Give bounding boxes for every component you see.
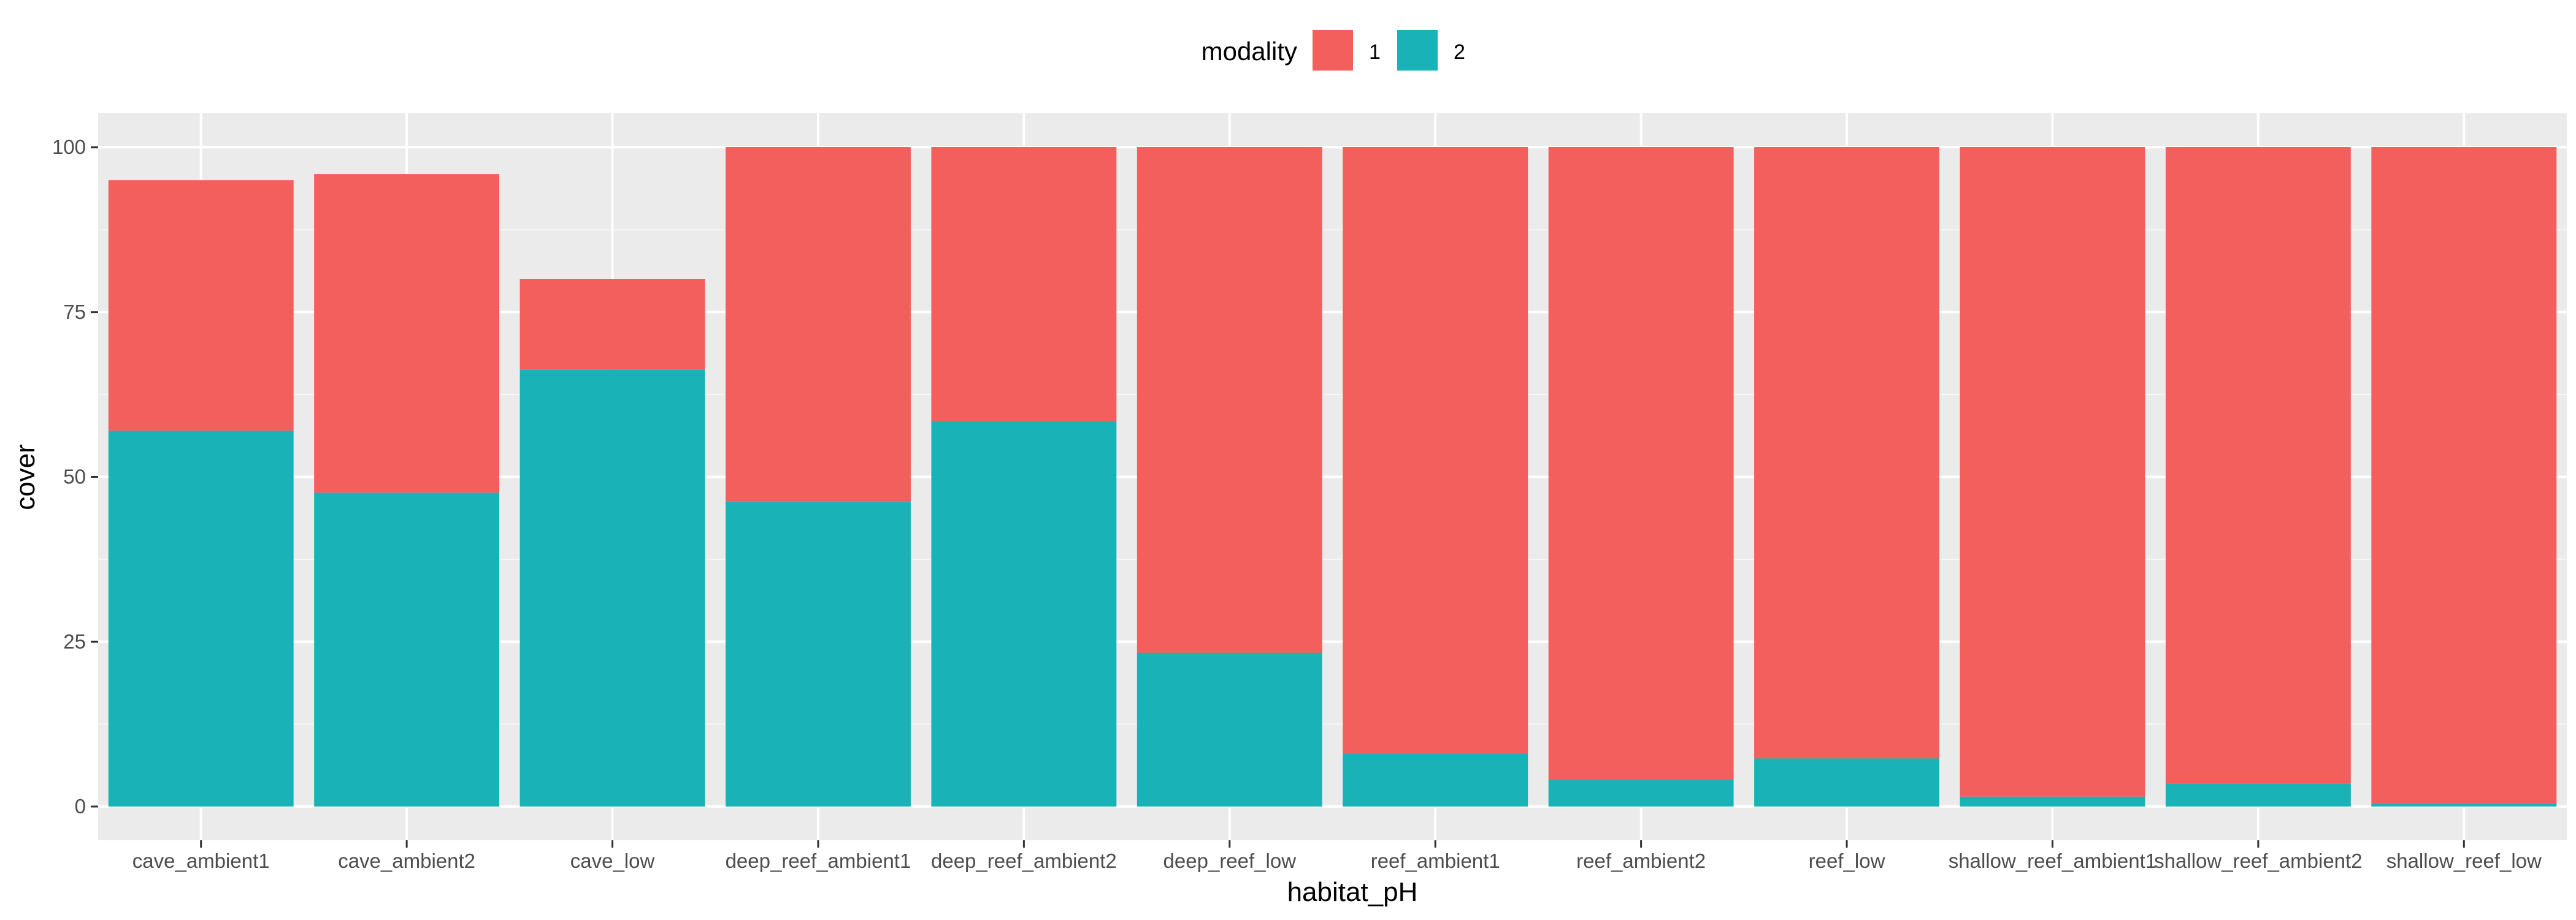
bar-segment-modality-1: [1343, 147, 1528, 754]
bar-segment-modality-2: [314, 493, 500, 807]
bar-segment-modality-2: [1343, 754, 1528, 807]
x-tick-label: deep_reef_low: [1163, 849, 1297, 872]
bar-segment-modality-2: [2371, 803, 2557, 807]
bar-segment-modality-2: [1137, 653, 1322, 807]
bar-segment-modality-2: [726, 501, 911, 807]
bar-segment-modality-2: [931, 421, 1117, 807]
x-tick-label: cave_ambient2: [338, 849, 475, 872]
x-axis-title: habitat_pH: [1287, 877, 1418, 907]
bar-segment-modality-1: [1754, 147, 1939, 759]
legend-swatch-1: [1313, 30, 1353, 71]
legend-title: modality: [1202, 37, 1297, 66]
legend-label-1: 1: [1369, 40, 1381, 64]
bar-segment-modality-1: [1960, 147, 2145, 797]
legend-label-2: 2: [1454, 40, 1465, 64]
x-tick-label: cave_ambient1: [132, 849, 270, 872]
x-tick-label: shallow_reef_ambient2: [2154, 849, 2362, 872]
y-tick-label: 100: [52, 136, 86, 158]
x-tick-label: shallow_reef_low: [2386, 849, 2542, 872]
y-tick-label: 25: [63, 630, 86, 653]
x-tick-label: deep_reef_ambient1: [726, 849, 911, 872]
y-axis-title: cover: [10, 444, 40, 510]
bar-segment-modality-2: [1960, 796, 2145, 807]
bar-segment-modality-1: [931, 147, 1117, 421]
bar-segment-modality-2: [1548, 780, 1734, 807]
y-tick-label: 75: [63, 301, 86, 323]
x-tick-label: reef_ambient1: [1371, 849, 1500, 872]
x-tick-label: cave_low: [570, 849, 655, 872]
x-tick-label: reef_low: [1809, 849, 1885, 872]
bar-segment-modality-1: [726, 147, 911, 502]
bar-segment-modality-1: [108, 180, 294, 431]
x-tick-label: reef_ambient2: [1576, 849, 1706, 872]
y-tick-label: 50: [63, 466, 86, 488]
bar-segment-modality-1: [2371, 147, 2557, 803]
plot-area: 0 25 50 75 100 cave_ambient1 cave_ambient2 cave…: [52, 113, 2567, 872]
x-tick-label: shallow_reef_ambient1: [1949, 849, 2156, 872]
y-tick-label: 0: [75, 795, 86, 818]
bar-segment-modality-2: [1754, 758, 1939, 807]
bar-segment-modality-1: [1137, 147, 1322, 653]
bar-segment-modality-2: [2165, 783, 2351, 807]
bar-segment-modality-1: [1548, 147, 1734, 780]
x-tick-label: deep_reef_ambient2: [931, 849, 1117, 872]
bar-segment-modality-2: [108, 431, 294, 807]
bar-segment-modality-1: [2165, 147, 2351, 784]
legend-swatch-2: [1397, 30, 1438, 71]
bar-segment-modality-2: [519, 369, 705, 807]
bar-segment-modality-1: [519, 279, 705, 370]
bar-segment-modality-1: [314, 174, 500, 493]
legend: modality 1 2: [1202, 30, 1465, 71]
